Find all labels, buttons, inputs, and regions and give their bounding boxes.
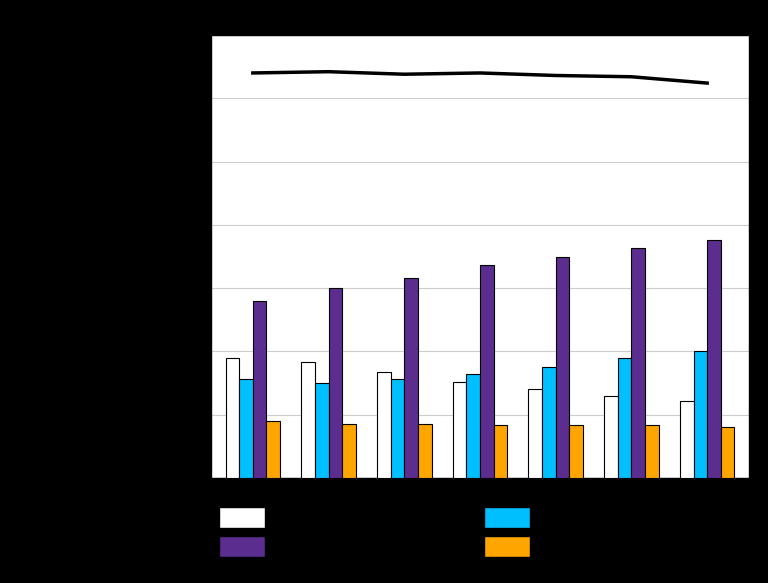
Bar <box>542 367 556 478</box>
Bar <box>377 372 391 478</box>
Bar <box>404 278 418 478</box>
Bar <box>418 424 432 478</box>
Bar <box>680 401 694 478</box>
Bar <box>466 374 480 478</box>
Bar <box>391 380 404 478</box>
Bar <box>329 288 343 478</box>
Bar <box>694 352 707 478</box>
Bar <box>226 358 239 478</box>
Bar <box>239 380 253 478</box>
Bar <box>569 425 583 478</box>
Bar <box>266 421 280 478</box>
Bar <box>645 425 659 478</box>
Bar <box>631 248 645 478</box>
Bar <box>721 427 734 478</box>
Bar <box>556 257 569 478</box>
Bar <box>253 301 266 478</box>
Bar <box>707 240 721 478</box>
Bar <box>528 389 542 478</box>
Bar <box>301 361 315 478</box>
Bar <box>617 358 631 478</box>
Bar <box>453 382 466 478</box>
Bar <box>315 383 329 478</box>
Bar <box>494 425 507 478</box>
Bar <box>480 265 494 478</box>
Bar <box>343 424 356 478</box>
Bar <box>604 396 617 478</box>
